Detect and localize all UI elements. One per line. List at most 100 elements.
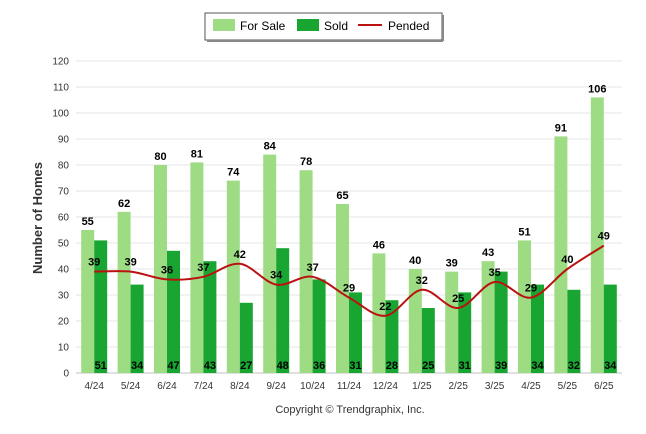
y-tick-label: 90	[58, 135, 70, 146]
for-sale-value-label: 78	[300, 156, 312, 168]
y-tick-label: 60	[58, 213, 70, 224]
bar-for-sale	[154, 165, 167, 373]
bar-sold	[494, 271, 508, 373]
y-tick-label: 50	[58, 239, 70, 250]
pended-value-label: 35	[488, 267, 500, 279]
pended-value-label: 34	[270, 270, 283, 282]
x-tick-label: 8/24	[230, 381, 250, 392]
pended-value-label: 36	[161, 264, 173, 276]
pended-value-label: 49	[598, 231, 610, 243]
bar-for-sale	[226, 180, 240, 373]
copyright: Copyright © Trendgraphix, Inc.	[275, 404, 424, 416]
sold-value-label: 36	[313, 360, 325, 372]
legend-swatch-for-sale	[213, 19, 235, 31]
bar-sold	[130, 284, 144, 373]
for-sale-value-label: 55	[82, 216, 94, 228]
for-sale-value-label: 74	[227, 167, 240, 179]
sold-value-label: 27	[240, 360, 252, 372]
bar-sold	[603, 284, 617, 373]
bar-for-sale	[299, 170, 313, 373]
sold-value-label: 43	[204, 360, 216, 372]
data-labels: 55 51 62 34 80 47 81 43 74 27 84 48 78 36 65 31 46 28 40 25…	[82, 83, 618, 372]
bar-for-sale	[81, 230, 95, 373]
pended-value-label: 37	[197, 262, 209, 274]
y-tick-label: 0	[63, 369, 69, 380]
sold-value-label: 34	[604, 360, 617, 372]
sold-value-label: 51	[95, 360, 107, 372]
bar-sold	[276, 248, 290, 373]
bar-sold	[167, 250, 180, 373]
sold-value-label: 39	[495, 360, 507, 372]
y-tick-label: 80	[58, 161, 70, 172]
bars	[81, 97, 617, 374]
sold-value-label: 34	[531, 360, 544, 372]
for-sale-value-label: 65	[336, 190, 348, 202]
pended-value-label: 29	[343, 283, 355, 295]
sold-value-label: 48	[277, 360, 289, 372]
for-sale-value-label: 39	[446, 258, 458, 270]
legend-label-sold: Sold	[324, 19, 348, 33]
pended-line-path	[94, 244, 605, 317]
y-tick-label: 30	[58, 291, 70, 302]
for-sale-value-label: 62	[118, 198, 130, 210]
for-sale-value-label: 46	[373, 239, 385, 251]
bar-for-sale	[445, 271, 459, 373]
legend-label-pended: Pended	[388, 19, 429, 33]
pended-value-label: 32	[416, 275, 428, 287]
bar-sold	[239, 302, 253, 373]
legend-swatch-sold	[297, 19, 319, 31]
y-tick-label: 10	[58, 343, 70, 354]
bar-for-sale	[117, 211, 131, 373]
bar-sold	[203, 261, 217, 373]
pended-line	[94, 244, 605, 317]
bar-for-sale	[372, 253, 386, 373]
x-axis: 4/24 5/24 6/24 7/24 8/24 9/24 10/24 11/24 12/24 1…	[84, 381, 614, 392]
for-sale-value-label: 91	[555, 122, 567, 134]
x-tick-label: 5/24	[121, 381, 141, 392]
x-tick-label: 10/24	[300, 381, 325, 392]
x-tick-label: 1/25	[412, 381, 432, 392]
bar-for-sale	[336, 204, 349, 373]
bar-sold	[567, 289, 581, 373]
bar-for-sale	[590, 97, 604, 374]
bar-sold	[421, 308, 435, 373]
bar-sold	[458, 292, 472, 373]
pended-value-label: 29	[525, 283, 537, 295]
for-sale-value-label: 84	[264, 141, 277, 153]
for-sale-value-label: 43	[482, 247, 494, 259]
pended-value-label: 40	[561, 254, 573, 266]
bar-for-sale	[481, 261, 495, 373]
sold-value-label: 34	[131, 360, 144, 372]
pended-value-label: 25	[452, 293, 464, 305]
bar-sold	[94, 240, 108, 373]
bar-for-sale	[190, 162, 204, 373]
bar-sold	[349, 292, 362, 373]
bar-sold	[531, 284, 544, 373]
bar-sold	[385, 300, 399, 373]
bar-for-sale	[518, 240, 531, 373]
x-tick-label: 6/24	[157, 381, 177, 392]
sold-value-label: 28	[386, 360, 398, 372]
sold-value-label: 32	[568, 360, 580, 372]
for-sale-value-label: 81	[191, 148, 203, 160]
sold-value-label: 25	[422, 360, 434, 372]
for-sale-value-label: 40	[409, 255, 421, 267]
for-sale-value-label: 80	[154, 151, 166, 163]
legend: For Sale Sold Pended	[204, 12, 444, 42]
y-tick-label: 70	[58, 187, 70, 198]
x-tick-label: 7/24	[194, 381, 214, 392]
bar-for-sale	[554, 136, 568, 373]
x-tick-label: 9/24	[266, 381, 286, 392]
x-tick-label: 11/24	[337, 381, 362, 392]
for-sale-value-label: 106	[588, 83, 606, 95]
y-axis: 0 10 20 30 40 50 60 70 80 90 100 110 120	[52, 57, 69, 380]
pended-value-label: 22	[379, 301, 391, 313]
x-tick-label: 3/25	[485, 381, 505, 392]
x-tick-label: 4/24	[84, 381, 104, 392]
y-tick-label: 20	[58, 317, 70, 328]
bar-for-sale	[263, 154, 277, 373]
x-tick-label: 2/25	[448, 381, 468, 392]
legend-label-for-sale: For Sale	[240, 19, 286, 33]
x-tick-label: 6/25	[594, 381, 614, 392]
